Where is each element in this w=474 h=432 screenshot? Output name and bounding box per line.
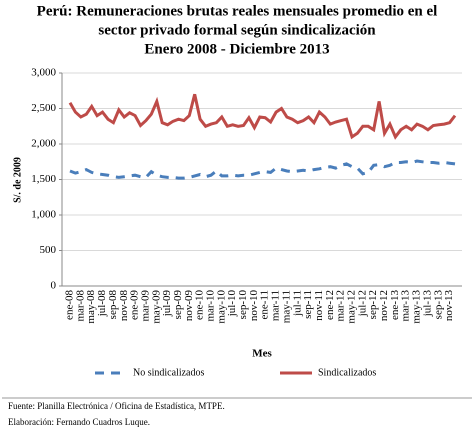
x-tick-label: may-10 — [215, 290, 227, 324]
x-tick-label: may-09 — [150, 290, 162, 324]
x-tick-label: sep-12 — [367, 290, 379, 319]
note: Elaboración: Fernando Cuadros Luque. — [8, 417, 150, 427]
y-tick-label: 1,000 — [31, 209, 56, 221]
x-tick-label: sep-11 — [302, 290, 314, 319]
x-axis-label: Mes — [252, 348, 272, 360]
legend-label: Sindicalizados — [318, 367, 376, 378]
x-tick-label: ene-08 — [64, 290, 76, 320]
y-axis-label: S/. de 2009 — [12, 157, 23, 203]
y-tick-label: 500 — [40, 244, 57, 256]
x-tick-label: may-12 — [346, 290, 358, 324]
x-tick-label: may-11 — [280, 290, 292, 323]
x-tick-label: ene-12 — [324, 290, 336, 320]
x-tick-label: sep-13 — [432, 290, 444, 320]
x-tick-label: sep-09 — [172, 290, 184, 320]
x-tick-label: jul-08 — [96, 290, 108, 318]
chart-title: sector privado formal según sindicalizac… — [98, 22, 376, 38]
y-tick-label: 2,500 — [31, 102, 56, 114]
x-tick-label: ene-10 — [194, 290, 206, 320]
note: Fuente: Planilla Electrónica / Oficina d… — [8, 401, 225, 411]
y-tick-label: 1,500 — [31, 173, 56, 185]
legend-label: No sindicalizados — [133, 367, 204, 378]
x-tick-label: jul-10 — [226, 290, 238, 318]
chart-title: Enero 2008 - Diciembre 2013 — [144, 41, 329, 57]
x-tick-label: ene-09 — [129, 290, 141, 320]
x-tick-label: may-08 — [85, 290, 97, 324]
x-tick-label: jul-09 — [161, 290, 173, 318]
y-tick-label: 0 — [51, 280, 57, 292]
x-tick-label: mar-08 — [74, 290, 86, 322]
x-tick-label: sep-10 — [237, 290, 249, 320]
x-tick-label: jul-11 — [291, 290, 303, 317]
x-tick-label: may-13 — [411, 290, 423, 324]
x-tick-label: ene-13 — [389, 290, 401, 320]
x-tick-label: mar-10 — [205, 290, 217, 322]
x-tick-label: nov-13 — [443, 290, 455, 322]
x-tick-label: jul-13 — [421, 290, 433, 318]
x-tick-label: mar-09 — [139, 290, 151, 322]
x-tick-label: mar-13 — [400, 290, 412, 322]
x-tick-label: nov-10 — [248, 290, 260, 322]
x-tick-label: mar-12 — [335, 290, 347, 322]
y-tick-label: 2,000 — [31, 138, 56, 150]
x-tick-label: jul-12 — [356, 290, 368, 317]
x-tick-label: nov-12 — [378, 290, 390, 321]
x-tick-label: sep-08 — [107, 290, 119, 320]
chart-title: Perú: Remuneraciones brutas reales mensu… — [37, 3, 438, 19]
y-tick-label: 3,000 — [31, 67, 56, 79]
x-tick-label: nov-09 — [183, 290, 195, 322]
x-tick-label: mar-11 — [270, 290, 282, 321]
series-line — [68, 93, 457, 140]
x-tick-label: ene-11 — [259, 290, 271, 320]
series-line — [69, 159, 456, 180]
x-tick-label: nov-08 — [118, 290, 130, 322]
x-tick-label: nov-11 — [313, 290, 325, 321]
